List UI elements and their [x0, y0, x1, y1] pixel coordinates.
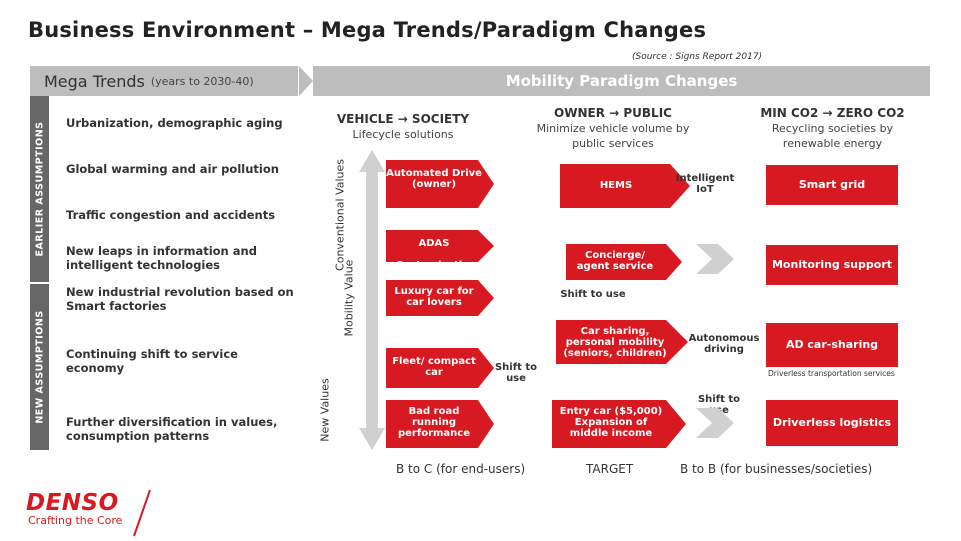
col2-title: OWNER → PUBLIC: [554, 106, 672, 120]
trend-item: New industrial revolution based on Smart…: [66, 285, 294, 313]
mega-trends-heading: Mega Trends: [44, 71, 145, 91]
box-monitoring-support: Monitoring support: [766, 245, 898, 285]
box-concierge: Concierge/ agent service: [576, 250, 654, 272]
box-hems: HEMS: [599, 180, 633, 191]
trend-item: Further diversification in values, consu…: [66, 415, 278, 443]
mega-trends-subheading: (years to 2030-40): [150, 74, 254, 88]
trend-item: Urbanization, demographic aging: [66, 116, 283, 130]
paradigm-header: Mobility Paradigm Changes: [299, 66, 930, 96]
box-luxury-car: Luxury car for car lovers: [394, 286, 474, 308]
new-assumptions-label: NEW ASSUMPTIONS: [34, 310, 45, 424]
chevron-right-icon: [696, 408, 734, 438]
box-entry-car: Entry car ($5,000) Expansion of middle i…: [559, 406, 663, 439]
col1-title: VEHICLE → SOCIETY: [336, 112, 470, 126]
trend-item: New leaps in information and intelligent…: [66, 244, 257, 272]
denso-logo: DENSO: [26, 490, 119, 516]
box-ad-car-sharing: AD car-sharing: [766, 323, 898, 367]
label-driverless-services: Driverless transportation services: [768, 369, 895, 378]
page-title: Business Environment – Mega Trends/Parad…: [28, 18, 707, 42]
chevron-right-icon: [696, 244, 734, 274]
footer-b2b: B to B (for businesses/societies): [680, 462, 873, 476]
denso-tagline: Crafting the Core: [28, 514, 123, 527]
mobility-value-arrow: [359, 150, 385, 450]
box-automated-drive: Automated Drive (owner): [386, 168, 482, 190]
axis-conventional-values: Conventional Values: [333, 159, 347, 271]
col3-title: MIN CO2 → ZERO CO2: [760, 106, 905, 120]
mega-trends-header: Mega Trends (years to 2030-40): [30, 66, 298, 96]
col1-sub: Lifecycle solutions: [352, 128, 454, 141]
new-assumptions-bar: NEW ASSUMPTIONS: [30, 284, 49, 450]
trend-item: Traffic congestion and accidents: [66, 208, 276, 222]
label-intelligent-iot: Intelligent IoT: [675, 173, 735, 195]
col-vehicle-society: VEHICLE → SOCIETY Lifecycle solutions: [318, 112, 488, 142]
box-customization: Customization: [395, 260, 477, 271]
box-smart-grid: Smart grid: [766, 165, 898, 205]
label-shift-to-use-2: Shift to use: [494, 362, 537, 384]
label-shift-to-use-1: Shift to use: [560, 289, 626, 300]
footer-target: TARGET: [586, 462, 634, 476]
box-adas: ADAS: [418, 238, 450, 249]
earlier-assumptions-bar: EARLIER ASSUMPTIONS: [30, 96, 49, 282]
box-fleet: Fleet/ compact car: [392, 356, 476, 378]
trend-item: Continuing shift to service economy: [66, 347, 238, 375]
logo-slash: [133, 489, 151, 537]
axis-new-values: New Values: [318, 378, 332, 442]
col3-sub: Recycling societies by renewable energy: [771, 122, 894, 150]
col2-sub: Minimize vehicle volume by public servic…: [536, 122, 690, 150]
box-bad-road: Bad road running performance: [397, 406, 471, 439]
trend-item: Global warming and air pollution: [66, 162, 279, 176]
box-driverless-logistics: Driverless logistics: [766, 400, 898, 446]
col-min-co2: MIN CO2 → ZERO CO2 Recycling societies b…: [750, 106, 915, 151]
col1-chevrons: [386, 160, 494, 448]
footer-b2c: B to C (for end-users): [396, 462, 526, 476]
col2-shapes: [552, 164, 690, 448]
label-autonomous-driving: Autonomous driving: [688, 333, 760, 355]
paradigm-heading: Mobility Paradigm Changes: [505, 72, 738, 90]
col-owner-public: OWNER → PUBLIC Minimize vehicle volume b…: [530, 106, 696, 151]
box-car-sharing: Car sharing, personal mobility (seniors,…: [563, 326, 667, 359]
axis-mobility-value: Mobility Value: [342, 259, 356, 337]
earlier-assumptions-label: EARLIER ASSUMPTIONS: [34, 121, 45, 257]
source-note: (Source : Signs Report 2017): [632, 52, 763, 62]
